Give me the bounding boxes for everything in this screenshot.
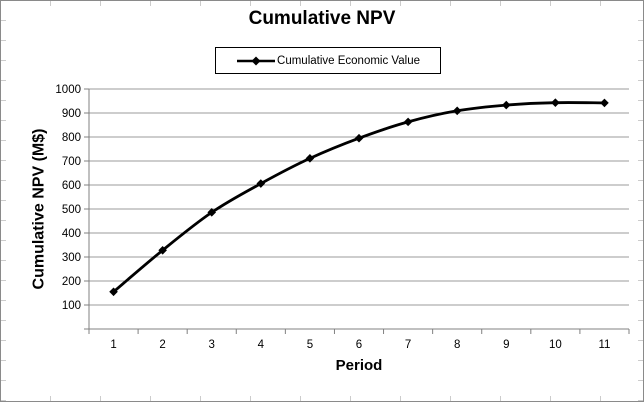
svg-text:900: 900 (62, 108, 81, 120)
svg-text:500: 500 (62, 204, 81, 216)
svg-text:1: 1 (110, 339, 116, 351)
svg-text:800: 800 (62, 132, 81, 144)
svg-text:5: 5 (307, 339, 313, 351)
svg-text:1000: 1000 (55, 84, 81, 96)
svg-text:300: 300 (62, 252, 81, 264)
chart-title: Cumulative NPV (248, 8, 396, 29)
legend-label: Cumulative Economic Value (277, 54, 420, 67)
svg-text:700: 700 (62, 156, 81, 168)
svg-text:2: 2 (159, 339, 165, 351)
svg-text:8: 8 (454, 339, 460, 351)
svg-text:3: 3 (209, 339, 215, 351)
svg-text:600: 600 (62, 180, 81, 192)
svg-text:100: 100 (62, 300, 81, 312)
svg-text:6: 6 (356, 339, 362, 351)
svg-text:200: 200 (62, 276, 81, 288)
legend: Cumulative Economic Value (215, 47, 441, 74)
svg-text:4: 4 (258, 339, 265, 351)
svg-text:11: 11 (598, 339, 610, 351)
svg-text:7: 7 (405, 339, 411, 351)
x-axis-title: Period (335, 357, 383, 374)
svg-text:9: 9 (503, 339, 509, 351)
legend-line-marker-icon (237, 56, 276, 65)
svg-text:400: 400 (62, 228, 81, 240)
y-axis-title: Cumulative NPV (M$) (30, 128, 48, 290)
svg-text:10: 10 (549, 339, 562, 351)
